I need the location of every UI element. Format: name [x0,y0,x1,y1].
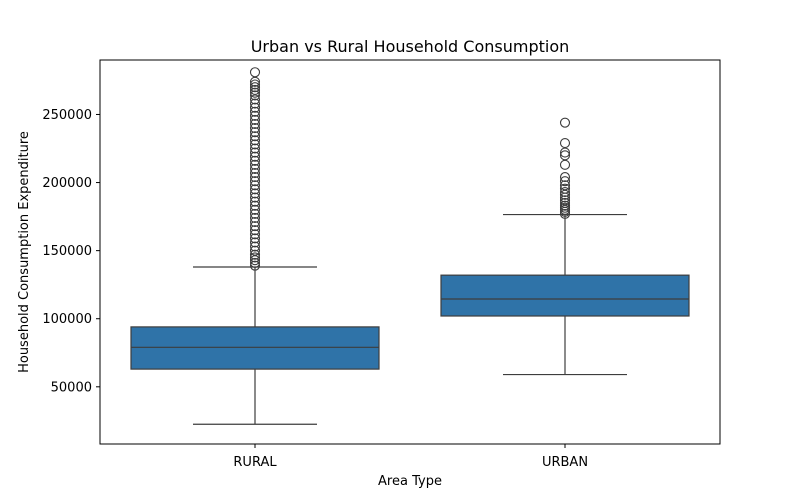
outlier-point [249,127,261,138]
x-axis-label: Area Type [378,474,442,489]
y-tick-label: 150000 [42,244,92,259]
outlier-point [249,208,261,219]
outlier-point [249,180,261,191]
outlier-point [249,90,261,101]
chart-title: Urban vs Rural Household Consumption [251,37,570,56]
box-urban [440,117,690,376]
outlier-point [559,195,571,206]
outlier-point [249,79,261,90]
outlier-point [249,67,261,78]
outlier-point [249,131,261,142]
iqr-box [440,274,690,317]
outlier-point [249,184,261,195]
outlier-point [249,176,261,187]
outlier-point [249,225,261,236]
outlier-point [559,117,571,128]
outlier-point [559,180,571,191]
box-rural [130,67,380,425]
outlier-point [249,163,261,174]
outlier-point [249,260,261,271]
outlier-point [249,249,261,260]
outlier-point [249,143,261,154]
outlier-point [249,212,261,224]
outlier-point [249,106,261,117]
y-axis: 50000 100000 150000 200000 250000 [42,108,100,395]
outlier-point [249,196,261,207]
outlier-point [249,123,261,134]
outlier-point [559,200,571,211]
outlier-point [559,150,571,161]
outlier-point [249,87,261,98]
outlier-point [559,197,571,209]
outlier-point [559,176,571,187]
outlier-point [559,159,571,170]
outlier-point [249,167,261,179]
y-tick-label: 250000 [42,108,92,123]
outlier-point [249,135,261,146]
outlier-point [249,257,261,268]
outlier-point [249,159,261,170]
outlier-point [249,98,261,109]
outlier-point [249,155,261,166]
outlier-point [249,102,261,113]
outlier-point [249,114,261,125]
outlier-point [249,245,261,256]
outlier-point [249,192,261,203]
outlier-point [559,172,571,183]
outlier-point [249,82,261,93]
plot-frame [99,59,721,445]
outlier-point [249,252,261,263]
outlier-point [249,118,261,130]
outlier-point [249,237,261,248]
y-tick-label: 50000 [51,380,92,395]
x-tick-label: RURAL [233,455,277,470]
outlier-point [249,151,261,162]
outlier-point [249,147,261,158]
outlier-point [559,183,571,194]
outlier-point [249,84,261,96]
outlier-point [249,229,261,240]
outlier-point [249,139,261,150]
outlier-point [249,172,261,183]
outlier-point [249,200,261,211]
outlier-point [249,221,261,232]
outlier-point [249,188,261,199]
x-axis: RURAL URBAN [233,444,588,470]
outlier-point [249,204,261,215]
y-tick-label: 100000 [42,312,92,327]
outlier-point [249,110,261,121]
outlier-point [249,216,261,228]
outlier-point [249,233,261,244]
box-group [130,67,690,425]
y-tick-label: 200000 [42,176,92,191]
outlier-point [559,187,571,198]
iqr-box [130,326,380,370]
y-axis-label: Household Consumption Expenditure [17,131,32,373]
x-tick-label: URBAN [542,455,588,470]
outlier-point [249,241,261,252]
outlier-point [559,138,571,149]
